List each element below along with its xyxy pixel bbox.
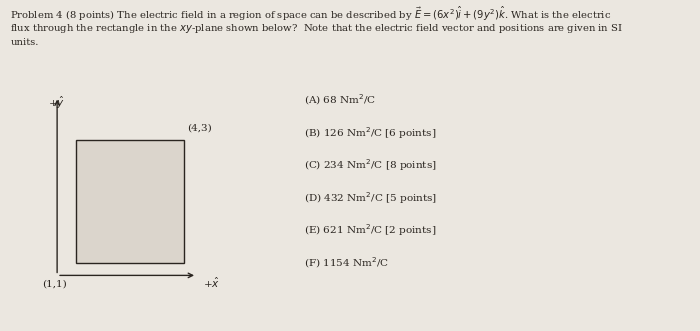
Text: flux through the rectangle in the $xy$-plane shown below?  Note that the electri: flux through the rectangle in the $xy$-p…: [10, 22, 624, 34]
Text: units.: units.: [10, 38, 39, 47]
Text: (E) 621 Nm$^2$/C [2 points]: (E) 621 Nm$^2$/C [2 points]: [304, 222, 437, 238]
Text: Problem 4 (8 points) The electric field in a region of space can be described by: Problem 4 (8 points) The electric field …: [10, 5, 612, 23]
Text: (F) 1154 Nm$^2$/C: (F) 1154 Nm$^2$/C: [304, 255, 390, 270]
Text: (4,3): (4,3): [188, 123, 212, 132]
Text: +$\hat{x}$: +$\hat{x}$: [203, 276, 220, 291]
Text: (C) 234 Nm$^2$/C [8 points]: (C) 234 Nm$^2$/C [8 points]: [304, 158, 438, 173]
Text: (D) 432 Nm$^2$/C [5 points]: (D) 432 Nm$^2$/C [5 points]: [304, 190, 438, 206]
Bar: [76, 140, 183, 263]
Text: (A) 68 Nm$^2$/C: (A) 68 Nm$^2$/C: [304, 93, 377, 108]
Text: (1,1): (1,1): [42, 279, 66, 288]
Text: (B) 126 Nm$^2$/C [6 points]: (B) 126 Nm$^2$/C [6 points]: [304, 125, 437, 141]
Text: +$\hat{y}$: +$\hat{y}$: [48, 95, 64, 111]
